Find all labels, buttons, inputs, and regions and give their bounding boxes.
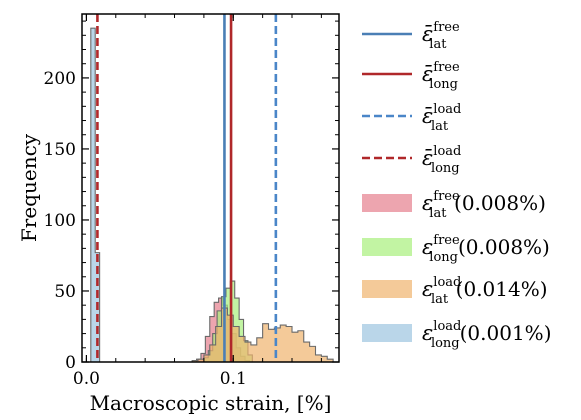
legend-label: εfree long(0.008%) [422,233,550,265]
y-tick-label: 50 [54,282,76,302]
legend-label: ε̄load lat [422,102,461,134]
y-axis-label: Frequency [17,133,41,242]
legend-label: εload lat (0.014%) [422,275,548,307]
histogram-bars [90,27,334,363]
legend-handle-patch [362,324,412,342]
axis-ticks: 0 50 100 150 200 0.0 0.1 [44,14,339,389]
axes-frame [81,13,340,363]
legend-label: ε̄free lat [422,20,460,52]
legend: ε̄free lat ε̄free long ε̄load lat ε̄load long εf… [362,20,552,351]
legend-handle-patch [362,194,412,212]
legend-handle-patch [362,280,412,298]
histogram-series-load-lat [191,307,334,363]
legend-label: ε̄free long [422,60,460,92]
legend-label: εload long(0.001%) [422,319,552,351]
y-tick-label: 0 [65,353,76,373]
legend-label: εfree lat (0.008%) [422,189,546,221]
x-tick-label: 0.1 [220,369,247,389]
y-tick-label: 200 [44,69,76,89]
x-tick-label: 0.0 [73,369,100,389]
legend-label: ε̄load long [422,144,461,176]
x-axis-label: Macroscopic strain, [%] [90,391,332,415]
legend-handle-patch [362,238,412,256]
y-tick-label: 150 [44,140,76,160]
mean-lines [96,14,278,362]
y-tick-label: 100 [44,211,76,231]
